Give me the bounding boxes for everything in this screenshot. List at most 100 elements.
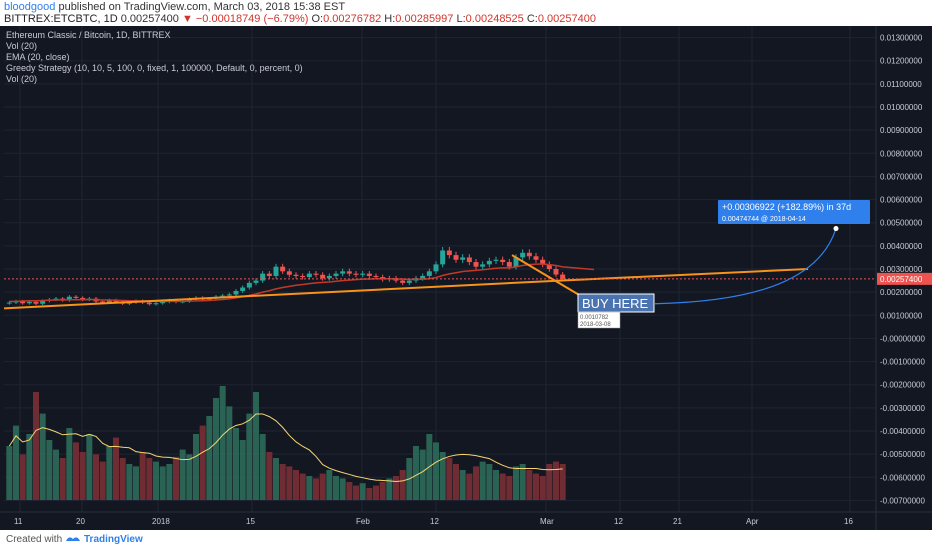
candle-body bbox=[420, 275, 426, 279]
low-label: L: bbox=[456, 13, 466, 25]
volume-bar bbox=[179, 449, 186, 500]
volume-bar bbox=[553, 461, 559, 500]
chart-canvas[interactable]: 0.01300000 0.01200000 0.01100000 0.01000000… bbox=[0, 26, 932, 530]
volume-bar bbox=[233, 428, 239, 500]
volume-bar bbox=[293, 470, 299, 500]
legend-strategy[interactable]: Greedy Strategy (10, 10, 5, 100, 0, fixe… bbox=[6, 63, 303, 73]
candle-body bbox=[506, 262, 512, 267]
candle-body bbox=[20, 301, 26, 304]
price-tick-label: 0.00600000 bbox=[880, 196, 923, 205]
legend-title: Ethereum Classic / Bitcoin, 1D, BITTREX bbox=[6, 30, 171, 40]
chart-legend: Ethereum Classic / Bitcoin, 1D, BITTREX … bbox=[6, 30, 303, 85]
volume-bar bbox=[139, 452, 146, 500]
candle-body bbox=[146, 302, 152, 305]
candle-body bbox=[206, 298, 212, 300]
volume-bar bbox=[359, 483, 366, 500]
candle-body bbox=[153, 303, 159, 305]
candle-body bbox=[440, 250, 446, 265]
chart-area[interactable]: 0.01300000 0.01200000 0.01100000 0.01000000… bbox=[0, 26, 932, 530]
price-tick-label: 0.01100000 bbox=[880, 80, 922, 89]
date-tick-label: Apr bbox=[746, 517, 759, 526]
candle-body bbox=[486, 260, 492, 265]
volume-bar bbox=[113, 437, 119, 500]
price-tick-label: 0.00500000 bbox=[880, 219, 923, 228]
volume-bar bbox=[186, 454, 193, 500]
price-tick-label: 0.00100000 bbox=[880, 311, 923, 320]
volume-bar bbox=[133, 466, 139, 500]
price-tick-label: -0.00300000 bbox=[880, 404, 925, 413]
volume-bar bbox=[73, 442, 79, 500]
price-tick-label: -0.00400000 bbox=[880, 427, 925, 436]
tooltip-date: 2018-03-08 bbox=[580, 322, 611, 328]
candle-body bbox=[546, 264, 552, 269]
date-tick-label: Mar bbox=[540, 517, 554, 526]
projection-box bbox=[718, 200, 870, 224]
volume-bar bbox=[99, 461, 106, 500]
candle-body bbox=[260, 273, 266, 281]
volume-bar bbox=[213, 398, 219, 500]
volume-bar bbox=[473, 466, 479, 500]
volume-bar bbox=[226, 406, 233, 500]
ema-line bbox=[9, 263, 595, 303]
legend-vol-2[interactable]: Vol (20) bbox=[6, 74, 38, 84]
price-tick-label: 0.00200000 bbox=[880, 288, 923, 297]
candle-body bbox=[293, 274, 299, 276]
volume-bar bbox=[106, 446, 113, 500]
candle-body bbox=[533, 256, 539, 260]
candle-body bbox=[340, 271, 346, 274]
volume-bar bbox=[6, 446, 13, 500]
volume-bar bbox=[326, 470, 333, 500]
legend-vol[interactable]: Vol (20) bbox=[6, 41, 38, 51]
author-link[interactable]: bloodgood bbox=[4, 1, 56, 13]
candle-body bbox=[160, 301, 166, 304]
volume-bar bbox=[393, 476, 399, 500]
candle-body bbox=[240, 287, 246, 291]
date-tick-label: 12 bbox=[614, 517, 623, 526]
volume-bar bbox=[39, 413, 46, 500]
candle-body bbox=[53, 298, 59, 300]
legend-ema[interactable]: EMA (20, close) bbox=[6, 52, 70, 62]
date-tick-label: 16 bbox=[844, 517, 853, 526]
candle-body bbox=[346, 271, 352, 274]
volume-bar bbox=[19, 454, 26, 500]
candle-body bbox=[400, 280, 406, 283]
volume-bar bbox=[199, 425, 206, 500]
change-value: ▼ −0.00018749 (−6.79%) bbox=[181, 13, 309, 25]
candle-body bbox=[513, 257, 519, 267]
volume-bar bbox=[273, 458, 279, 500]
candle-body bbox=[360, 273, 366, 275]
volume-bar bbox=[539, 476, 546, 500]
volume-bar bbox=[266, 452, 273, 500]
volume-bar bbox=[333, 476, 339, 500]
price-tick-label: 0.00800000 bbox=[880, 149, 923, 158]
symbol-label: BITTREX:ETCBTC, 1D bbox=[4, 13, 118, 25]
volume-bar bbox=[219, 386, 226, 500]
volume-bar bbox=[526, 470, 533, 500]
candle-body bbox=[333, 273, 339, 276]
publish-text: published on TradingView.com, March 03, … bbox=[58, 1, 346, 13]
volume-bar bbox=[459, 470, 466, 500]
volume-bar bbox=[86, 434, 93, 500]
high-label: H: bbox=[384, 13, 396, 25]
candle-body bbox=[446, 250, 452, 256]
volume-bar bbox=[299, 473, 306, 500]
candle-body bbox=[6, 302, 12, 304]
volume-bar bbox=[419, 449, 426, 500]
price-tick-label: 0.00900000 bbox=[880, 126, 923, 135]
price-tick-label: 0.00400000 bbox=[880, 242, 923, 251]
volume-bar bbox=[373, 485, 379, 500]
candle-body bbox=[500, 259, 506, 263]
volume-bar bbox=[339, 478, 346, 500]
volume-bar bbox=[546, 464, 553, 500]
open-label: O: bbox=[311, 13, 324, 25]
volume-bar bbox=[519, 464, 526, 500]
volume-bar bbox=[193, 434, 199, 500]
volume-bar bbox=[346, 482, 353, 500]
candle-body bbox=[220, 295, 226, 297]
volume-bar bbox=[206, 416, 213, 500]
candle-body bbox=[313, 273, 319, 275]
footer-bar: Created with TradingView bbox=[0, 530, 932, 550]
price-tick-label: 0.01000000 bbox=[880, 103, 923, 112]
tradingview-brand[interactable]: TradingView bbox=[84, 534, 143, 545]
drop-trendline bbox=[511, 254, 591, 303]
